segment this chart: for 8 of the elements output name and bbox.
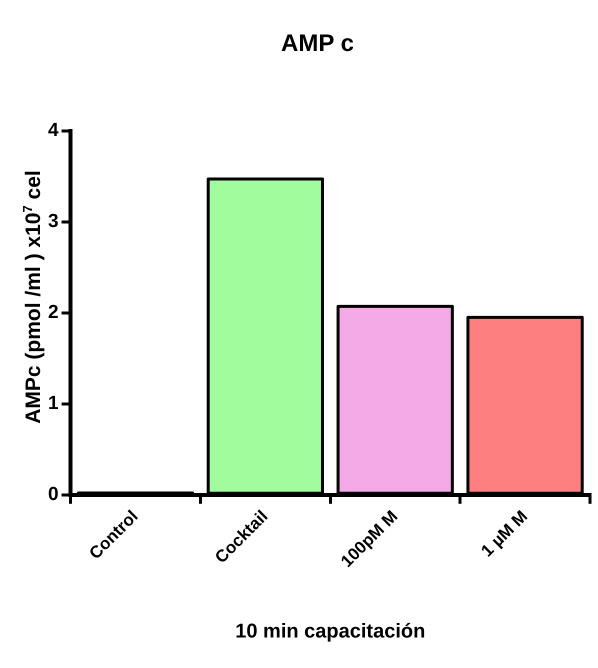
y-tick-label: 1	[48, 393, 59, 414]
y-tick-label: 4	[48, 120, 59, 142]
chart-title: AMP c	[281, 30, 354, 58]
x-axis-title: 10 min capacitación	[235, 620, 426, 643]
x-tick-label: 1 µM M	[477, 506, 532, 560]
y-tick-label: 3	[48, 211, 59, 232]
y-tick-label: 0	[48, 484, 59, 506]
y-tick-label: 2	[48, 302, 59, 324]
